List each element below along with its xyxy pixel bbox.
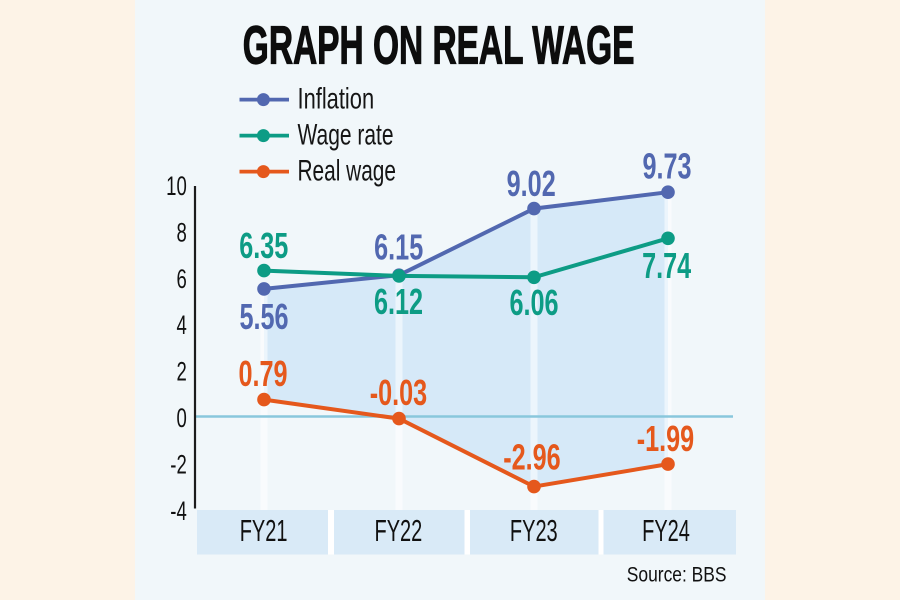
svg-text:0.79: 0.79	[238, 354, 287, 395]
svg-text:9.02: 9.02	[507, 163, 556, 204]
svg-text:Source: BBS: Source: BBS	[627, 564, 727, 587]
svg-text:-1.99: -1.99	[637, 418, 694, 459]
svg-text:FY21: FY21	[240, 513, 288, 549]
svg-text:2: 2	[176, 356, 186, 386]
svg-text:FY22: FY22	[375, 513, 423, 549]
svg-text:4: 4	[176, 310, 187, 340]
svg-text:7.74: 7.74	[642, 246, 692, 287]
svg-text:6.06: 6.06	[509, 283, 558, 324]
svg-text:GRAPH ON REAL WAGE: GRAPH ON REAL WAGE	[243, 14, 635, 75]
svg-text:FY24: FY24	[642, 513, 690, 549]
svg-text:Wage rate: Wage rate	[298, 119, 394, 151]
svg-text:-4: -4	[170, 495, 187, 525]
svg-text:0: 0	[176, 403, 186, 433]
svg-text:6.35: 6.35	[239, 226, 288, 267]
svg-text:6.15: 6.15	[374, 227, 423, 268]
svg-text:-2.96: -2.96	[503, 437, 560, 478]
svg-text:8: 8	[176, 217, 186, 247]
svg-text:6.12: 6.12	[374, 281, 423, 322]
svg-text:9.73: 9.73	[642, 146, 691, 187]
svg-text:Inflation: Inflation	[297, 81, 374, 115]
svg-text:FY23: FY23	[510, 513, 558, 549]
svg-text:5.56: 5.56	[239, 296, 288, 337]
svg-text:-2: -2	[170, 449, 186, 479]
svg-text:6: 6	[176, 263, 186, 293]
svg-text:-0.03: -0.03	[370, 373, 427, 414]
svg-text:10: 10	[166, 171, 187, 201]
svg-text:Real wage: Real wage	[298, 155, 397, 188]
